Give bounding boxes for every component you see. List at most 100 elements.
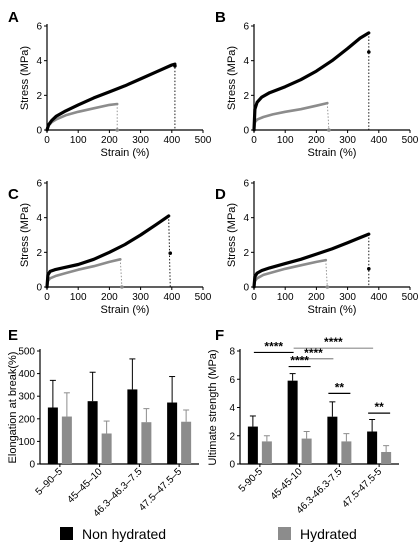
bar xyxy=(61,416,72,464)
significance-bracket: **** xyxy=(288,354,311,368)
x-tick-label: 0 xyxy=(44,292,50,303)
series-hydrated xyxy=(45,102,119,132)
y-tick-label: 2 xyxy=(243,91,249,102)
x-tick-label: 200 xyxy=(308,135,325,146)
y-tick-label: 2 xyxy=(229,431,235,442)
y-tick-label: 0 xyxy=(36,126,42,137)
x-axis-label: Strain (%) xyxy=(101,147,150,159)
y-tick-label: 6 xyxy=(36,22,42,33)
x-axis-label: Strain (%) xyxy=(101,304,150,316)
panel-letter: B xyxy=(215,9,226,26)
category-label: 5–90–5 xyxy=(34,466,66,498)
bar-group-hydrated xyxy=(381,445,392,464)
break-line xyxy=(325,260,328,288)
y-axis-label: Ultimate strength (MPa) xyxy=(207,349,219,465)
y-tick-label: 100 xyxy=(18,437,35,448)
bar-group-hydrated xyxy=(181,409,192,464)
break-point xyxy=(120,285,124,289)
y-tick-label: 6 xyxy=(36,179,42,190)
x-tick-label: 400 xyxy=(370,135,387,146)
y-tick-label: 4 xyxy=(36,213,42,224)
series-non-hydrated xyxy=(252,232,371,289)
x-tick-label: 0 xyxy=(44,135,50,146)
y-tick-label: 400 xyxy=(18,369,35,380)
x-axis-label: Strain (%) xyxy=(308,304,357,316)
x-tick-label: 500 xyxy=(402,135,418,146)
category-label: 5-90-5 xyxy=(237,466,266,495)
bar-group-non-hydrated xyxy=(287,373,298,464)
bar-group-non-hydrated xyxy=(87,371,98,464)
bar xyxy=(47,407,58,464)
significance-bracket: **** xyxy=(293,335,374,349)
x-tick-label: 400 xyxy=(163,135,180,146)
panel-d: D 0 100 200 300 400 500 0 2 4 6 Strain (%) Stress (M… xyxy=(215,179,418,317)
panel-letter: E xyxy=(8,327,18,344)
bar xyxy=(287,380,298,464)
bar-group-non-hydrated xyxy=(327,401,338,464)
stress-strain-curve xyxy=(45,62,177,132)
x-tick-label: 200 xyxy=(101,292,118,303)
y-tick-label: 2 xyxy=(36,91,42,102)
x-tick-label: 100 xyxy=(70,135,87,146)
bar xyxy=(181,421,192,464)
y-tick-label: 200 xyxy=(18,414,35,425)
x-tick-label: 100 xyxy=(277,292,294,303)
bar xyxy=(381,451,392,464)
y-axis-label: Stress (MPa) xyxy=(19,46,31,110)
bar xyxy=(87,401,98,464)
y-tick-label: 300 xyxy=(18,392,35,403)
y-tick-label: 500 xyxy=(18,347,35,358)
legend-label-hydrated: Hydrated xyxy=(300,526,357,542)
x-tick-label: 100 xyxy=(70,292,87,303)
y-tick-label: 4 xyxy=(36,56,42,67)
stress-strain-curve xyxy=(252,31,371,132)
stress-strain-curve xyxy=(252,258,328,289)
panel-letter: F xyxy=(215,327,224,344)
break-point xyxy=(173,64,177,68)
x-tick-label: 500 xyxy=(195,135,212,146)
significance-bracket: ** xyxy=(328,380,351,394)
break-point xyxy=(367,50,371,54)
bar xyxy=(327,416,338,464)
panel-letter: D xyxy=(215,186,226,203)
significance-label: **** xyxy=(304,346,323,360)
bar-group-hydrated xyxy=(141,408,152,464)
series-non-hydrated xyxy=(45,62,177,132)
panel-a: A 0 100 200 300 400 500 0 2 4 6 Strain (%) Stress (M… xyxy=(8,9,212,159)
x-tick-label: 300 xyxy=(132,135,149,146)
y-tick-label: 4 xyxy=(243,213,249,224)
bar-group-hydrated xyxy=(341,433,352,464)
y-tick-label: 4 xyxy=(229,403,235,414)
bar xyxy=(367,431,378,464)
y-axis-label: Stress (MPa) xyxy=(226,203,238,267)
x-tick-label: 400 xyxy=(370,292,387,303)
legend: Non hydrated Hydrated xyxy=(60,526,357,542)
category-label: 45–45–10 xyxy=(66,466,106,506)
y-tick-label: 2 xyxy=(243,248,249,259)
panel-b: B 0 100 200 300 400 500 0 2 4 6 Strain (%) Stress (M… xyxy=(215,9,418,159)
category-label: 47.5-47.5-5 xyxy=(340,466,384,510)
bar-group-hydrated xyxy=(61,392,72,464)
y-tick-label: 6 xyxy=(229,375,235,386)
bar-group-hydrated xyxy=(261,435,272,464)
panel-c: C 0 100 200 300 400 500 0 2 4 6 Strain (%) Stress (M… xyxy=(8,179,212,317)
significance-bracket: **** xyxy=(253,339,294,353)
bar xyxy=(261,441,272,464)
x-axis-label: Strain (%) xyxy=(308,147,357,159)
significance-label: **** xyxy=(290,354,309,368)
y-tick-label: 6 xyxy=(243,179,249,190)
x-tick-label: 200 xyxy=(308,292,325,303)
series-hydrated xyxy=(252,101,331,132)
x-tick-label: 500 xyxy=(402,292,418,303)
break-point xyxy=(115,128,119,132)
y-tick-label: 0 xyxy=(29,460,35,471)
y-tick-label: 6 xyxy=(243,22,249,33)
break-point xyxy=(367,267,371,271)
series-non-hydrated xyxy=(45,214,173,289)
break-point xyxy=(168,251,173,255)
bar-group-non-hydrated xyxy=(47,379,58,464)
x-tick-label: 100 xyxy=(277,135,294,146)
